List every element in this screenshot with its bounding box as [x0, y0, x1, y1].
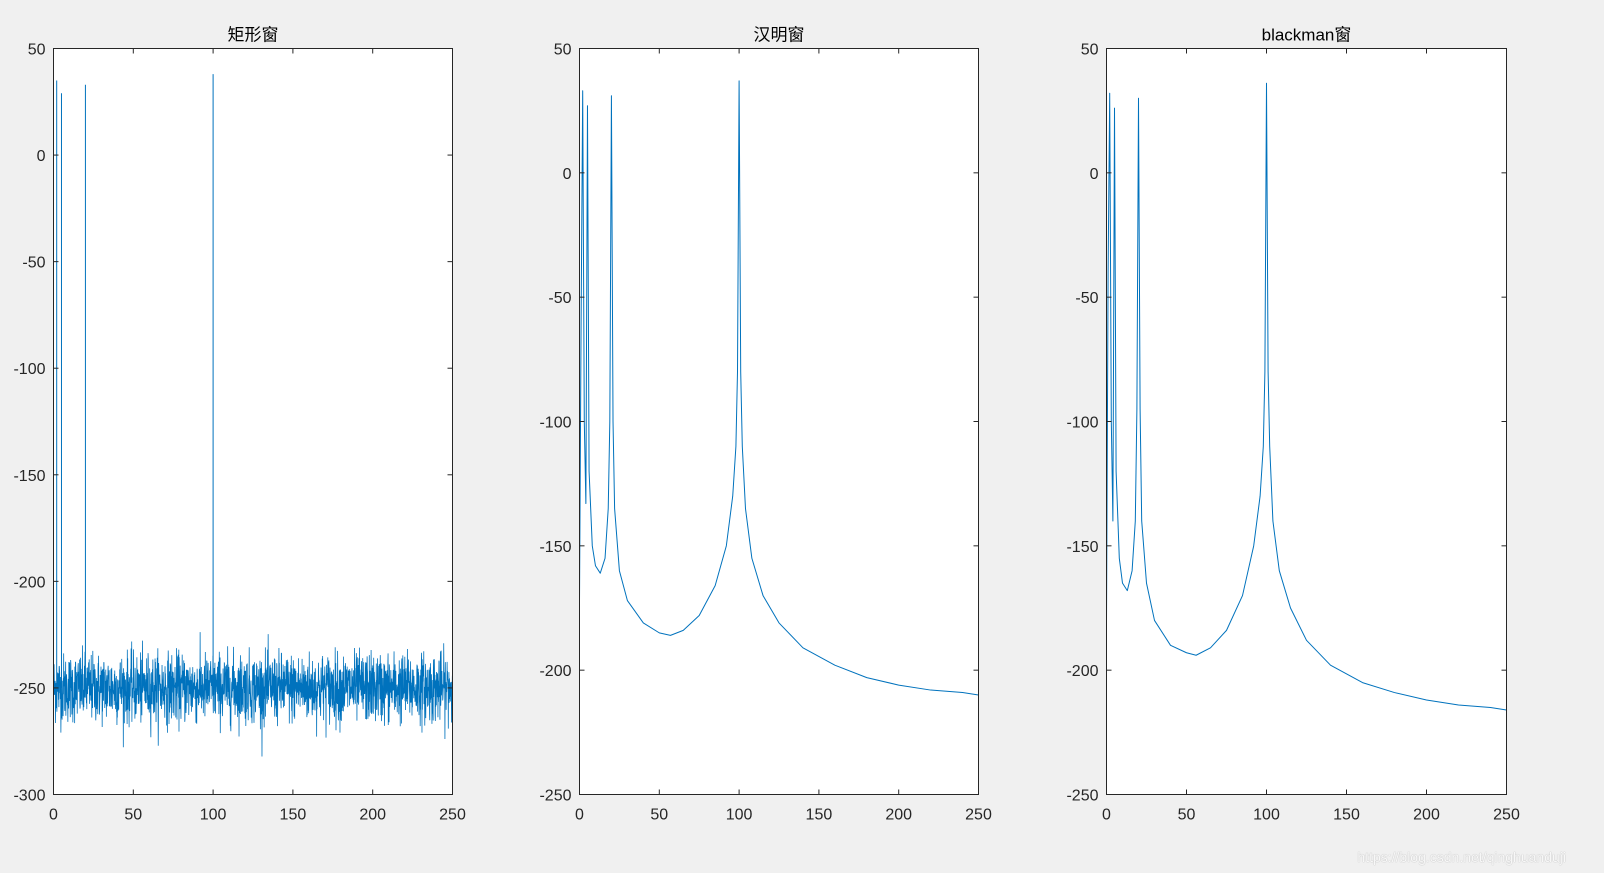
subplot-3: -250 -200 -150 -100 -50 0 50 0 50 100 150 200 250 bla… — [1066, 26, 1519, 824]
y-tick-label: -150 — [539, 539, 571, 556]
x-tick-label: 0 — [1102, 807, 1111, 824]
y-tick-label: 50 — [554, 42, 572, 59]
chart-title: 矩形窗 — [228, 26, 279, 45]
x-tick-label: 200 — [885, 807, 912, 824]
y-tick-label: -250 — [1066, 788, 1098, 805]
x-tick-label: 200 — [1413, 807, 1440, 824]
watermark-text: https://blog.csdn.net/qinghuanduji — [1357, 849, 1566, 865]
y-tick-label: -200 — [1066, 663, 1098, 680]
y-tick-label: -250 — [539, 788, 571, 805]
y-tick-label: -100 — [1066, 415, 1098, 432]
y-tick-label: -100 — [13, 361, 45, 378]
axes-background — [579, 48, 979, 795]
x-tick-label: 200 — [359, 807, 386, 824]
axes-background — [1106, 48, 1507, 795]
y-tick-label: 0 — [37, 148, 46, 165]
y-tick-label: 50 — [28, 42, 46, 59]
x-tick-label: 50 — [124, 807, 142, 824]
chart-title: blackman窗 — [1262, 26, 1352, 45]
x-tick-label: 50 — [1178, 807, 1196, 824]
y-tick-label: -100 — [539, 415, 571, 432]
x-tick-label: 250 — [439, 807, 466, 824]
x-tick-label: 50 — [650, 807, 668, 824]
y-tick-label: 0 — [563, 166, 572, 183]
y-tick-label: -200 — [539, 663, 571, 680]
subplot-1: -300 -250 -200 -150 -100 -50 0 50 0 50 100 150 200 25… — [13, 26, 465, 824]
y-tick-label: -150 — [1066, 539, 1098, 556]
y-tick-label: -50 — [22, 255, 45, 272]
x-tick-label: 250 — [1493, 807, 1520, 824]
y-tick-label: -250 — [13, 681, 45, 698]
x-tick-label: 150 — [806, 807, 833, 824]
series-line — [1106, 82, 1507, 711]
x-tick-label: 100 — [200, 807, 227, 824]
series-line — [53, 632, 453, 757]
x-tick-label: 100 — [1253, 807, 1280, 824]
y-tick-label: -150 — [13, 468, 45, 485]
plot-area — [579, 80, 979, 696]
plot-area — [1106, 82, 1507, 711]
y-tick-label: -300 — [13, 788, 45, 805]
x-tick-label: 0 — [575, 807, 584, 824]
x-tick-label: 100 — [726, 807, 753, 824]
subplot-2: -250 -200 -150 -100 -50 0 50 0 50 100 150 200 250 汉明窗 — [539, 26, 991, 824]
y-tick-label: 50 — [1081, 42, 1099, 59]
x-tick-label: 250 — [965, 807, 992, 824]
series-line — [579, 80, 979, 696]
y-tick-label: 0 — [1090, 166, 1099, 183]
x-tick-label: 150 — [1333, 807, 1360, 824]
x-tick-label: 150 — [280, 807, 307, 824]
y-tick-label: -50 — [548, 290, 571, 307]
plot-area — [53, 74, 453, 757]
y-tick-label: -200 — [13, 574, 45, 591]
axes-box — [53, 48, 453, 795]
chart-title: 汉明窗 — [754, 26, 805, 45]
x-tick-label: 0 — [49, 807, 58, 824]
y-tick-label: -50 — [1075, 290, 1098, 307]
